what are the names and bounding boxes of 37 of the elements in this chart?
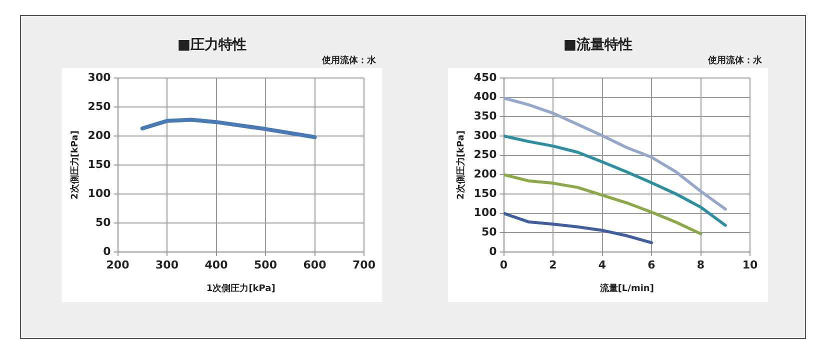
y-tick-label: 200 — [88, 128, 112, 142]
x-tick-label: 700 — [352, 258, 376, 272]
y-tick-label: 300 — [88, 70, 112, 84]
x-tick-label: 400 — [204, 258, 228, 272]
y-tick-label: 250 — [88, 100, 112, 113]
y-axis-title: 2次側圧力[kPa] — [70, 130, 81, 200]
y-tick-label: 100 — [88, 186, 112, 200]
x-tick-label: 10 — [742, 258, 758, 272]
chart-subtitle: 使用流体：水 — [322, 54, 376, 67]
x-tick-label: 600 — [303, 258, 327, 272]
x-tick-label: 6 — [648, 258, 656, 272]
x-tick-label: 2 — [549, 258, 557, 272]
y-tick-label: 200 — [474, 168, 498, 181]
y-tick-label: 50 — [95, 216, 112, 229]
y-tick-label: 100 — [474, 206, 498, 220]
y-tick-label: 400 — [474, 90, 498, 104]
y-tick-label: 150 — [88, 158, 112, 171]
y-tick-label: 300 — [474, 128, 498, 142]
chart-title: ■圧力特性 — [176, 36, 248, 54]
chart-subtitle: 使用流体：水 — [708, 54, 762, 67]
y-tick-label: 150 — [474, 186, 498, 200]
y-tick-label: 0 — [489, 244, 498, 258]
x-tick-label: 0 — [500, 258, 508, 272]
x-tick-label: 300 — [156, 258, 179, 272]
x-tick-label: 200 — [106, 258, 130, 272]
x-tick-label: 4 — [598, 258, 606, 272]
x-axis-title: 流量[L/min] — [598, 282, 654, 294]
x-tick-label: 500 — [254, 258, 278, 272]
y-tick-label: 450 — [474, 70, 498, 84]
x-axis-title: 1次側圧力[kPa] — [206, 282, 276, 294]
y-tick-label: 350 — [474, 110, 498, 123]
y-tick-label: 250 — [474, 148, 498, 162]
y-tick-label: 0 — [103, 244, 112, 258]
y-tick-label: 50 — [481, 226, 498, 239]
y-axis-title: 2次側圧力[kPa] — [456, 130, 467, 200]
chart-title: ■流量特性 — [562, 36, 634, 54]
x-tick-label: 8 — [696, 258, 705, 272]
